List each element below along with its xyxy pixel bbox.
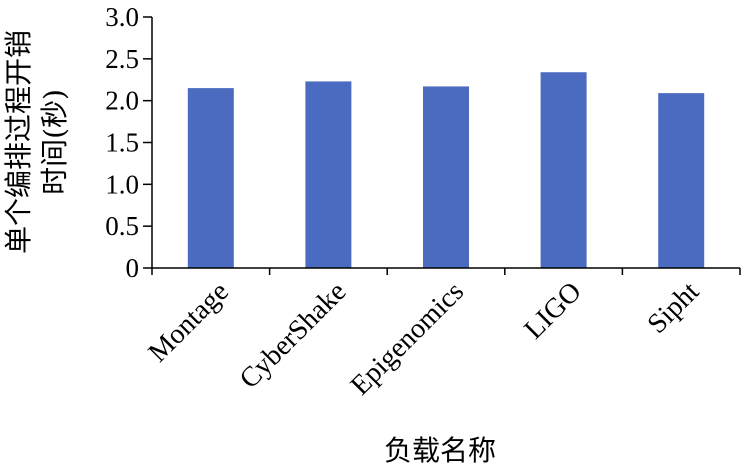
y-ticks-group: 0 0.5 1.0 1.5 2.0 2.5 3.0 (105, 2, 152, 283)
bar-ligo (540, 72, 587, 268)
y-axis-title-line-1: 单个编排过程开销 (2, 30, 35, 254)
x-tick-label: Epigenomics (345, 276, 470, 401)
bars-group (187, 72, 705, 269)
y-tick-label: 3.0 (105, 2, 139, 32)
bar-montage (187, 88, 234, 268)
y-tick-label: 0.5 (105, 211, 139, 241)
y-tick-label: 1.5 (105, 128, 139, 158)
bar-cybershake (305, 81, 352, 268)
x-axis-title: 负载名称 (384, 434, 496, 467)
y-tick-label: 1.0 (105, 169, 139, 199)
y-tick-label: 0 (126, 253, 140, 283)
y-tick-label: 2.5 (105, 44, 139, 74)
bar-sipht (658, 93, 705, 269)
y-axis-title: 单个编排过程开销 时间(秒) (2, 30, 71, 254)
y-tick-label: 2.0 (105, 86, 139, 116)
x-tick-label: CyberShake (234, 276, 353, 395)
x-tick-label: Sipht (641, 276, 705, 340)
y-axis-title-line-2: 时间(秒) (38, 89, 71, 195)
x-tick-label: Montage (143, 276, 235, 368)
bar-epigenomics (423, 86, 469, 269)
x-tick-label: LIGO (518, 276, 587, 345)
